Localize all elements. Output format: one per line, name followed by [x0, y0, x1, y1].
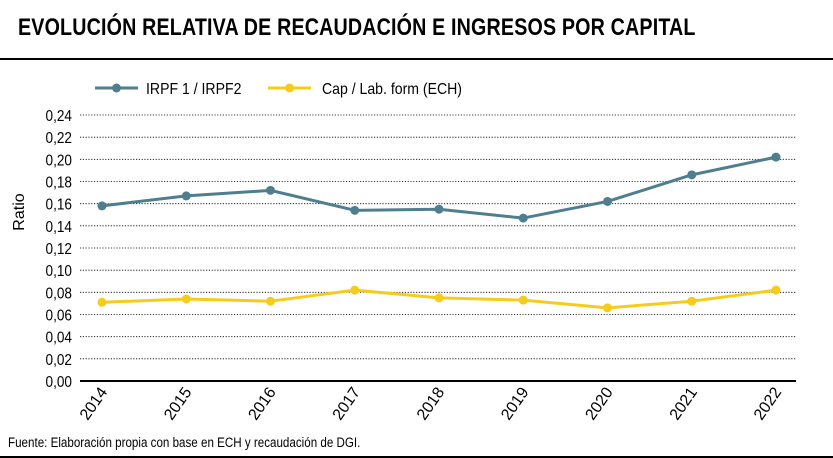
legend-swatch-marker: [112, 83, 121, 93]
y-axis-ticks: 0,00 0,02 0,04 0,06 0,08 0,10 0,12 0,14 0,16 0,18…: [46, 108, 72, 391]
data-point: [350, 285, 360, 295]
bottom-divider: [0, 456, 833, 458]
data-point: [97, 201, 107, 211]
data-point: [771, 285, 781, 295]
gridlines: [80, 114, 796, 360]
y-tick-label: 0,22: [46, 130, 72, 147]
y-tick-label: 0,14: [46, 219, 72, 236]
y-axis-label: Ratio: [11, 193, 28, 230]
data-point: [266, 296, 275, 306]
data-point: [434, 204, 444, 214]
x-axis-ticks: 2014 2015 2016 2017 2018 2019 2020 2021 2022: [77, 384, 785, 423]
data-point: [518, 213, 528, 223]
data-point: [771, 152, 781, 162]
legend-label: IRPF 1 / IRPF2: [146, 80, 241, 98]
y-tick-label: 0,00: [46, 374, 72, 391]
legend-label: Cap / Lab. form (ECH): [322, 80, 462, 98]
data-point: [97, 297, 107, 307]
y-tick-label: 0,06: [46, 308, 72, 325]
x-tick-label: 2018: [414, 384, 448, 423]
legend-swatch-marker: [285, 83, 294, 93]
data-point: [181, 191, 191, 201]
data-point: [350, 205, 360, 215]
data-point: [518, 295, 528, 305]
x-tick-label: 2017: [330, 384, 364, 423]
source-note: Fuente: Elaboración propia con base en E…: [8, 435, 361, 450]
data-point: [266, 185, 275, 195]
y-tick-label: 0,16: [46, 197, 72, 214]
y-tick-label: 0,20: [46, 152, 72, 169]
data-point: [603, 303, 612, 313]
x-tick-label: 2014: [77, 384, 111, 423]
x-tick-label: 2022: [751, 384, 785, 423]
x-tick-label: 2015: [161, 384, 195, 423]
y-tick-label: 0,08: [46, 285, 72, 302]
y-tick-label: 0,02: [46, 352, 72, 369]
y-tick-label: 0,10: [46, 263, 72, 280]
y-tick-label: 0,18: [46, 175, 72, 192]
x-tick-label: 2021: [667, 384, 701, 423]
series-group: [97, 152, 781, 313]
y-tick-label: 0,12: [46, 241, 72, 258]
data-point: [687, 296, 697, 306]
y-tick-label: 0,24: [46, 108, 72, 125]
title-divider: [0, 58, 833, 60]
x-tick-label: 2020: [582, 384, 616, 423]
x-tick-label: 2019: [498, 384, 532, 423]
x-tick-label: 2016: [245, 384, 279, 423]
y-tick-label: 0,04: [46, 330, 72, 347]
chart-title: EVOLUCIÓN RELATIVA DE RECAUDACIÓN E INGR…: [18, 14, 696, 41]
data-point: [603, 196, 612, 206]
data-point: [181, 294, 191, 304]
legend: IRPF 1 / IRPF2 Cap / Lab. form (ECH): [95, 80, 462, 98]
data-point: [434, 293, 444, 303]
data-point: [687, 170, 697, 180]
